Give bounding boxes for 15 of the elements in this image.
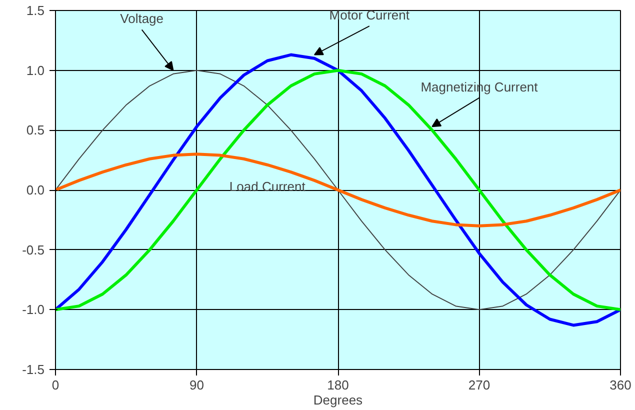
- y-tick-label: -1.0: [22, 302, 45, 318]
- y-tick-label: 1.5: [26, 3, 45, 18]
- text: Voltage: [120, 11, 164, 26]
- x-tick-label: 0: [52, 378, 60, 392]
- y-tick-label: 0.5: [26, 122, 45, 138]
- x-tick-label: 180: [327, 378, 349, 392]
- line-series: [56, 152, 620, 228]
- x-tick-label: 360: [610, 378, 632, 392]
- x-axis-title: Degrees: [313, 392, 364, 408]
- y-tick-label: -0.5: [22, 242, 45, 258]
- x-tick-label: 90: [190, 378, 204, 392]
- y-tick-label: -1.5: [22, 362, 45, 377]
- x-tick-label: 270: [468, 378, 490, 392]
- y-tick-label: 1.0: [26, 62, 45, 78]
- y-tick-label: 0.0: [26, 182, 45, 198]
